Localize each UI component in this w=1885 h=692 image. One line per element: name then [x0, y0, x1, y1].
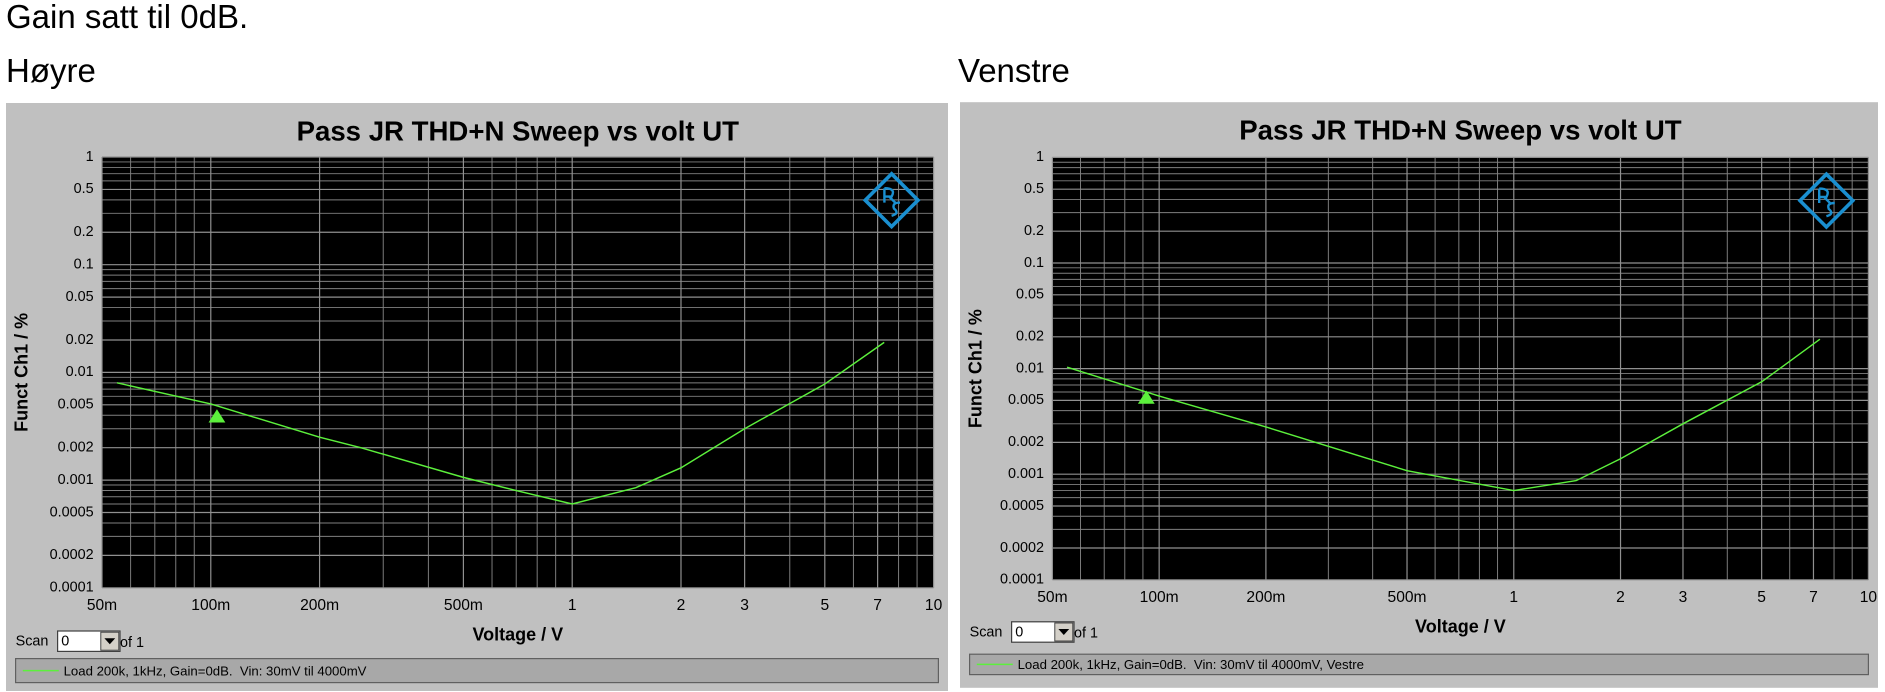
chart-title: Pass JR THD+N Sweep vs volt UT: [297, 115, 740, 146]
y-tick-label: 0.0005: [50, 504, 94, 520]
x-tick-label: 100m: [1140, 589, 1179, 606]
x-tick-label: 5: [1757, 589, 1766, 606]
y-tick-label: 0.0001: [50, 580, 94, 596]
x-tick-label: 2: [1616, 589, 1625, 606]
scan-value: 0: [61, 634, 69, 650]
y-tick-label: 0.001: [1008, 466, 1044, 482]
x-tick-label: 1: [568, 597, 577, 614]
y-tick-label: 0.0001: [1000, 572, 1044, 588]
x-tick-label: 7: [873, 597, 882, 614]
y-tick-label: 0.1: [74, 256, 94, 272]
y-tick-label: 1: [86, 149, 94, 165]
legend-box: [15, 658, 939, 684]
panel-label: Venstre: [958, 52, 1070, 89]
x-tick-label: 100m: [191, 597, 230, 614]
y-tick-label: 0.0005: [1000, 498, 1044, 514]
y-axis-label: Funct Ch1 / %: [12, 313, 32, 432]
x-tick-label: 7: [1809, 589, 1818, 606]
logo: [883, 187, 901, 217]
y-tick-label: 0.5: [1024, 181, 1044, 197]
dropdown-arrow: [104, 638, 116, 645]
y-tick-label: 0.05: [1016, 287, 1044, 303]
data-line: [1066, 338, 1821, 492]
y-tick-label: 0.5: [74, 181, 94, 197]
y-tick-label: 0.001: [58, 472, 94, 488]
y-axis-label: Funct Ch1 / %: [966, 309, 986, 428]
y-tick-label: 0.01: [66, 364, 94, 380]
x-tick-label: 50m: [87, 597, 117, 614]
logo: [1818, 187, 1835, 218]
scan-of: of 1: [1074, 626, 1098, 642]
x-tick-label: 500m: [444, 597, 483, 614]
y-tick-label: 0.0002: [1000, 540, 1044, 556]
x-tick-label: 10: [925, 597, 943, 614]
y-tick-label: 0.002: [1008, 434, 1044, 450]
x-axis-label: Voltage / V: [472, 625, 563, 645]
y-tick-label: 0.2: [74, 224, 94, 240]
scan-value: 0: [1015, 624, 1023, 640]
x-tick-label: 200m: [1246, 589, 1285, 606]
panel-label: Høyre: [6, 52, 96, 89]
legend-entry: Load 200k, 1kHz, Gain=0dB. Vin: 30mV til…: [64, 663, 367, 678]
y-tick-label: 0.0002: [50, 547, 94, 563]
y-tick-label: 0.02: [66, 332, 94, 348]
y-tick-label: 0.05: [66, 289, 94, 305]
y-tick-label: 0.002: [58, 439, 94, 455]
x-tick-label: 1: [1509, 589, 1518, 606]
x-tick-label: 2: [677, 597, 686, 614]
y-tick-label: 0.005: [58, 397, 94, 413]
x-axis-label: Voltage / V: [1415, 617, 1506, 637]
chart-title: Pass JR THD+N Sweep vs volt UT: [1239, 114, 1682, 145]
x-tick-label: 200m: [300, 597, 339, 614]
cursor-marker: [1137, 390, 1155, 404]
scan-label: Scan: [970, 624, 1003, 640]
x-tick-label: 3: [1679, 589, 1688, 606]
logo: [862, 171, 921, 230]
x-tick-label: 10: [1860, 589, 1878, 606]
y-tick-label: 0.005: [1008, 392, 1044, 408]
data-line: [116, 341, 885, 505]
y-tick-label: 0.1: [1024, 255, 1044, 271]
x-tick-label: 5: [820, 597, 829, 614]
scan-label: Scan: [16, 634, 49, 650]
x-tick-label: 500m: [1388, 589, 1427, 606]
y-tick-label: 0.01: [1016, 360, 1044, 376]
x-tick-label: 50m: [1037, 589, 1067, 606]
legend-box: [969, 653, 1869, 676]
x-tick-label: 3: [740, 597, 749, 614]
y-tick-label: 0.02: [1016, 329, 1044, 345]
logo: [1797, 171, 1856, 230]
cursor-marker: [208, 409, 226, 423]
heading: Gain satt til 0dB.: [6, 0, 249, 35]
legend-entry: Load 200k, 1kHz, Gain=0dB. Vin: 30mV til…: [1018, 657, 1364, 672]
scan-of: of 1: [120, 635, 144, 651]
y-tick-label: 0.2: [1024, 223, 1044, 239]
y-tick-label: 1: [1036, 149, 1044, 165]
dropdown-arrow: [1058, 629, 1070, 635]
